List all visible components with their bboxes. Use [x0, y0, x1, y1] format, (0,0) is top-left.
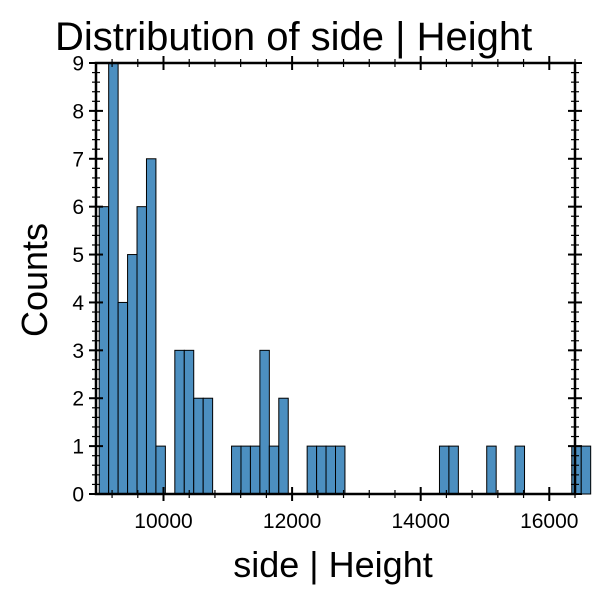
histogram-bar — [325, 445, 336, 495]
histogram-bar — [571, 445, 582, 495]
histogram-bar — [174, 349, 185, 495]
histogram-bar — [231, 445, 242, 495]
y-tick-label: 7 — [72, 148, 84, 171]
histogram-bar — [249, 445, 261, 495]
x-tick-label: 16000 — [520, 510, 578, 533]
histogram-bar — [193, 397, 204, 495]
histogram-bar — [117, 301, 129, 495]
y-tick-label: 8 — [72, 100, 84, 123]
histogram-bar — [316, 445, 327, 495]
histogram-bar — [580, 445, 592, 495]
x-tick-label: 14000 — [391, 510, 449, 533]
histogram-bar — [183, 349, 195, 495]
histogram-bar — [127, 254, 138, 495]
y-tick-label: 0 — [72, 484, 84, 507]
histogram-bar — [259, 349, 270, 495]
histogram-bar — [202, 397, 214, 495]
histogram-bar — [514, 445, 526, 495]
chart-title: Distribution of side | Height — [55, 15, 532, 59]
histogram-bar — [438, 445, 450, 495]
histogram-bar — [268, 445, 280, 495]
x-tick-label: 12000 — [263, 510, 321, 533]
y-tick-label: 5 — [72, 244, 84, 267]
x-axis-label: side | Height — [233, 544, 432, 585]
histogram-bar — [240, 445, 251, 495]
histogram-bar — [136, 206, 147, 495]
y-tick-label: 6 — [72, 196, 84, 219]
histogram-bar — [335, 445, 346, 495]
y-tick-label: 4 — [72, 292, 84, 315]
y-tick-label: 9 — [72, 53, 84, 76]
histogram-bar — [278, 397, 289, 495]
y-tick-label: 2 — [72, 388, 84, 411]
y-axis-label: Counts — [14, 223, 55, 337]
y-tick-label: 3 — [72, 340, 84, 363]
bars-group — [98, 62, 592, 495]
histogram-bar — [306, 445, 318, 495]
x-tick-label: 10000 — [134, 510, 192, 533]
histogram-bar — [145, 158, 157, 495]
histogram-bar — [108, 62, 119, 495]
ticks-group: 0 1 2 3 4 5 6 7 8 9 10000 12000 14000 16000 — [72, 53, 582, 533]
y-tick-label: 1 — [72, 436, 84, 459]
histogram-bar — [155, 445, 166, 495]
histogram-bar — [486, 445, 497, 495]
histogram-bar — [448, 445, 459, 495]
plot-frame — [94, 61, 577, 496]
